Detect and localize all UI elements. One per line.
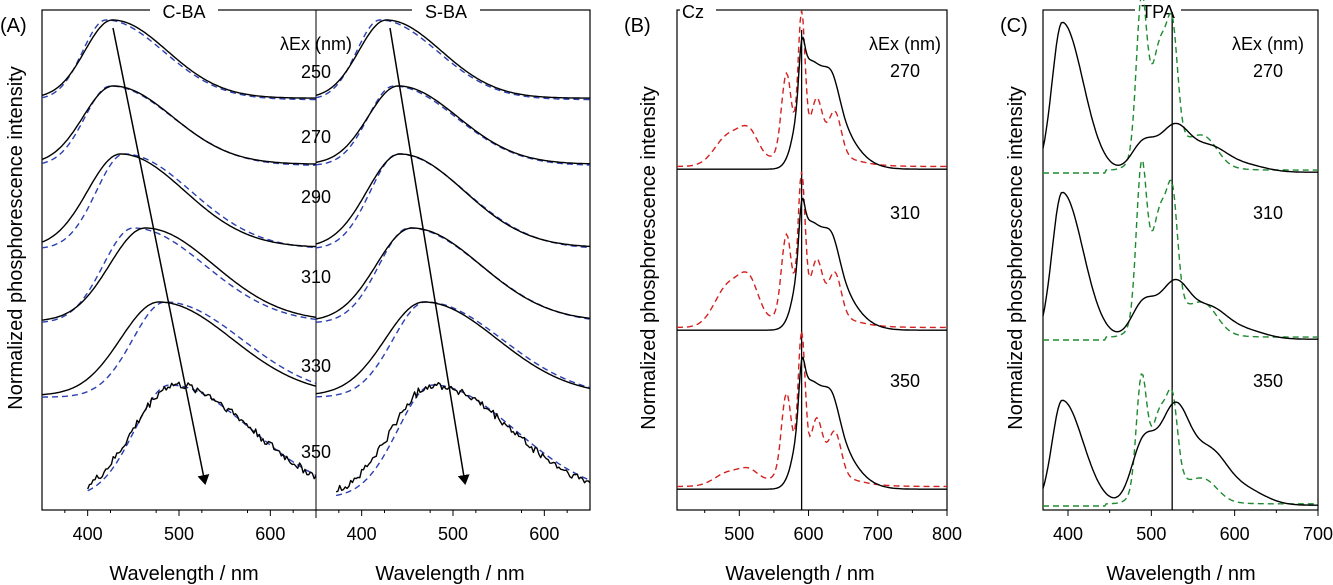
panel-b-x-tick-label-500: 500 [724,524,754,544]
panel-c-dashed-curve-310 [1043,159,1318,341]
panel-a-c-ba-solid-curve-310 [41,227,317,321]
panel-a-ex-label-350: 350 [301,442,331,462]
panel-a-excitation-labels: 250 270 290 310 330 350 [301,62,331,462]
panel-b-x-tick-label-600: 600 [794,524,824,544]
panel-b-x-axis: 500 600 700 800 [704,510,962,544]
panel-b: (B) Normalized phosphorescence intensity… [624,0,962,585]
panel-c-y-axis-label: Normalized phosphorescence intensity [1005,86,1027,430]
panel-a: (A) Normalized phosphorescence intensity… [0,0,591,585]
panel-b-label: (B) [624,15,651,37]
panel-b-curves [676,10,947,510]
panel-a-c-ba-dashed-curve-290 [41,153,317,249]
panel-b-legend-title: λEx (nm) [869,34,941,54]
panel-a-ex-label-270: 270 [301,127,331,147]
panel-a-ex-label-290: 290 [301,187,331,207]
panel-c-x-tick-label-700: 700 [1303,524,1333,544]
panel-a-c-ba-solid-curve-250 [41,19,316,99]
panel-a-sba-trend-arrow [389,27,470,485]
panel-a-c-ba-solid-curve-270 [41,85,317,165]
panel-c-x-tick-label-600: 600 [1220,524,1250,544]
panel-c-label: (C) [1000,15,1028,37]
panel-c-x-axis-label: Wavelength / nm [1106,563,1255,585]
panel-c-title-bg [1135,0,1181,22]
panel-c-x-tick-label-400: 400 [1053,524,1083,544]
panel-b-ex-label-270: 270 [890,61,920,81]
panel-c-solid-curve-310 [1042,191,1318,340]
panel-a-c-ba-dashed-curve-350 [87,384,317,492]
panel-a-ex-label-250: 250 [301,62,331,82]
panel-b-x-axis-label: Wavelength / nm [725,563,874,585]
panel-a-y-axis-label: Normalized phosphorescence intensity [5,66,27,410]
panel-a-c-ba-dashed-curve-250 [41,19,316,101]
panel-a-x-axis-label-left: Wavelength / nm [109,563,258,585]
panel-a-c-ba-solid-curve-350 [87,381,317,490]
panel-b-excitation-labels: 270 310 350 [890,61,920,391]
panel-b-title: Cz [682,2,704,22]
panel-a-x-tick-label-left-400: 400 [73,524,103,544]
panel-a-s-ba-solid-curve-310 [315,227,591,320]
panel-b-ex-label-350: 350 [890,371,920,391]
panel-c-solid-curve-350 [1042,399,1318,506]
panel-c-title: TPA [1141,2,1175,22]
panel-b-y-axis-label: Normalized phosphorescence intensity [638,86,660,430]
panel-c-ex-label-350: 350 [1253,371,1283,391]
panel-a-ex-label-330: 330 [301,356,331,376]
panel-c-x-tick-label-500: 500 [1136,524,1166,544]
panel-c-legend-title: λEx (nm) [1232,34,1304,54]
panel-a-cba-title-bg [150,0,218,22]
panel-b-ex-label-310: 310 [890,203,920,223]
panel-b-dashed-curve-310 [676,171,947,329]
panel-a-x-tick-label-right-600: 600 [529,524,559,544]
panel-a-cba-title: C-BA [162,2,205,22]
panel-a-s-ba-solid-curve-290 [315,153,591,248]
panel-a-label: (A) [0,15,27,37]
panel-c-x-axis: 400 500 600 700 [1053,510,1333,544]
panel-a-sba-title-bg [412,0,480,22]
panel-a-s-ba-dashed-curve-290 [315,153,591,249]
panel-a-s-ba-dashed-curve-350 [335,384,591,497]
panel-a-s-ba-dashed-curve-310 [315,227,591,323]
panel-c-solid-curve-270 [1042,21,1318,173]
panel-a-s-ba-dashed-curve-270 [315,85,590,166]
panel-a-c-ba-solid-curve-290 [41,153,317,248]
panel-c-ex-label-270: 270 [1253,61,1283,81]
panel-a-ex-label-310: 310 [301,267,331,287]
panel-a-c-ba-solid-curve-330 [41,301,317,396]
panel-a-x-tick-label-right-400: 400 [347,524,377,544]
panel-c: (C) Normalized phosphorescence intensity… [1000,0,1333,585]
panel-a-x-tick-label-left-500: 500 [164,524,194,544]
panel-b-x-tick-label-700: 700 [863,524,893,544]
panel-a-sba-title: S-BA [425,2,467,22]
panel-a-s-ba-solid-curve-270 [315,85,591,165]
panel-a-legend-title: λEx (nm) [280,34,352,54]
panel-a-s-ba-solid-curve-250 [315,19,590,99]
panel-b-plot-frame [676,9,948,511]
panel-a-x-axis: 400 400 500 500 600 600 [64,510,568,544]
panel-a-x-tick-label-left-600: 600 [255,524,285,544]
panel-b-title-bg [680,0,716,22]
panel-a-c-ba-dashed-curve-330 [42,301,317,398]
panel-c-dashed-curve-350 [1043,372,1318,507]
panel-c-dashed-curve-270 [1043,0,1318,174]
panel-a-s-ba-solid-curve-350 [335,382,591,493]
panel-b-x-tick-label-800: 800 [932,524,962,544]
panel-a-x-tick-label-right-500: 500 [438,524,468,544]
panel-b-dashed-curve-350 [677,330,947,488]
panel-b-solid-curve-270 [677,36,947,170]
panel-c-ex-label-310: 310 [1253,203,1283,223]
panel-a-s-ba-dashed-curve-330 [315,301,591,398]
panel-c-excitation-labels: 270 310 350 [1253,61,1283,391]
panel-a-x-axis-label-right: Wavelength / nm [375,563,524,585]
panel-a-cba-trend-arrow [112,27,210,485]
panel-b-dashed-curve-270 [677,10,947,168]
panel-a-curves [41,19,591,497]
panel-a-s-ba-solid-curve-330 [315,301,591,395]
panel-a-s-ba-dashed-curve-250 [315,19,590,101]
panel-c-curves [1042,0,1318,510]
panel-b-solid-curve-350 [677,356,947,490]
panel-b-solid-curve-310 [677,197,947,331]
